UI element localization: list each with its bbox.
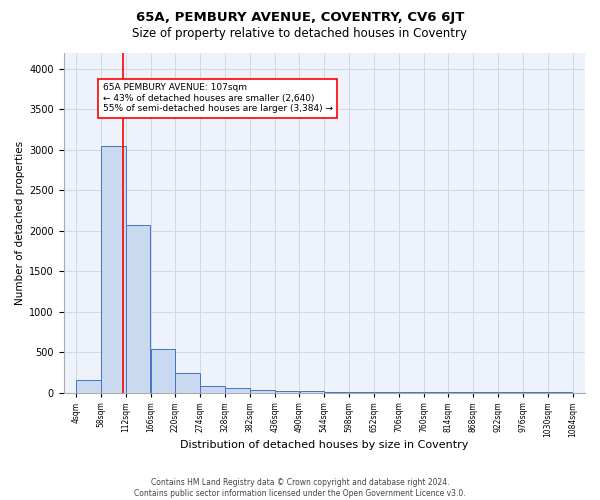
- Bar: [250, 390, 275, 392]
- X-axis label: Distribution of detached houses by size in Coventry: Distribution of detached houses by size …: [180, 440, 469, 450]
- Bar: [151, 349, 175, 393]
- Bar: [126, 225, 151, 392]
- Text: 65A, PEMBURY AVENUE, COVENTRY, CV6 6JT: 65A, PEMBURY AVENUE, COVENTRY, CV6 6JT: [136, 11, 464, 24]
- Text: Size of property relative to detached houses in Coventry: Size of property relative to detached ho…: [133, 28, 467, 40]
- Bar: [76, 380, 101, 392]
- Text: Contains HM Land Registry data © Crown copyright and database right 2024.
Contai: Contains HM Land Registry data © Crown c…: [134, 478, 466, 498]
- Bar: [200, 386, 225, 392]
- Bar: [225, 388, 250, 392]
- Bar: [101, 146, 125, 392]
- Bar: [275, 391, 299, 392]
- Text: 65A PEMBURY AVENUE: 107sqm
← 43% of detached houses are smaller (2,640)
55% of s: 65A PEMBURY AVENUE: 107sqm ← 43% of deta…: [103, 84, 333, 113]
- Bar: [175, 373, 200, 392]
- Y-axis label: Number of detached properties: Number of detached properties: [15, 140, 25, 304]
